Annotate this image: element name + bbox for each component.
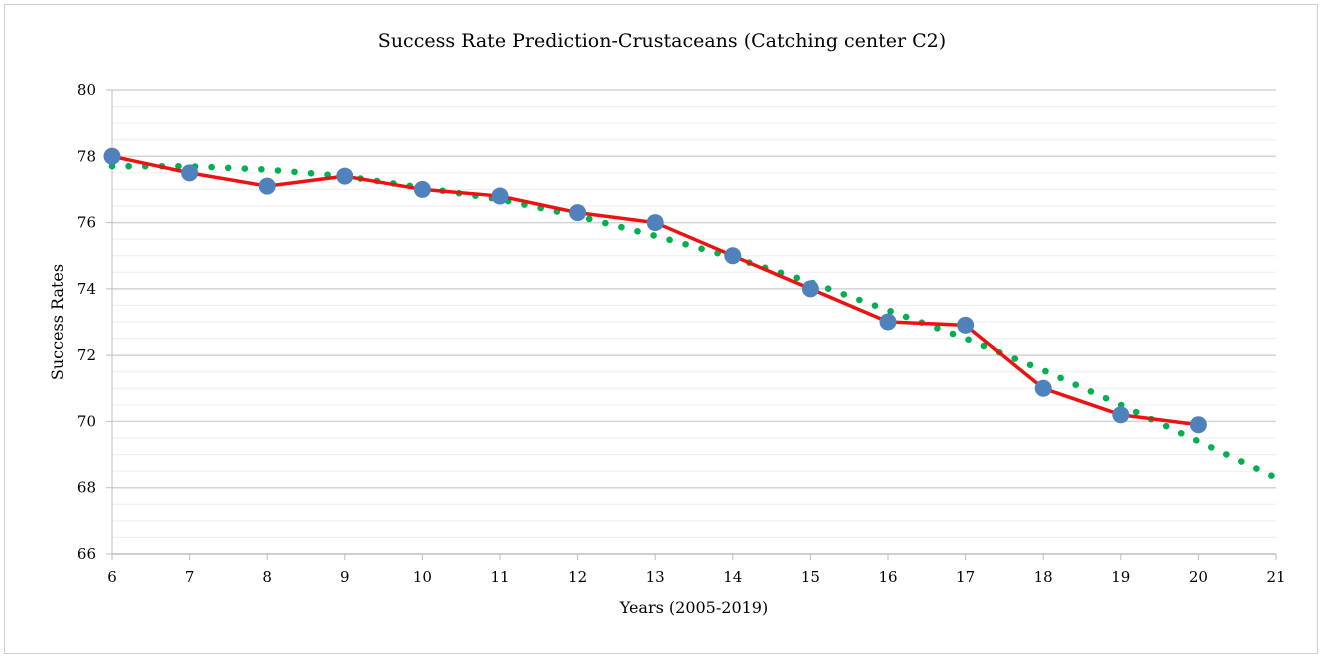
series-line [111, 154, 1199, 427]
x-tick-label: 11 [490, 568, 509, 586]
data-point-marker [413, 180, 431, 198]
chart-title: Success Rate Prediction-Crustaceans (Cat… [378, 30, 946, 52]
x-tick-label: 18 [1034, 568, 1053, 586]
data-point-marker [569, 204, 587, 222]
x-tick-label: 14 [723, 568, 742, 586]
x-tick-label: 6 [107, 568, 117, 586]
y-tick-label: 74 [77, 280, 96, 298]
x-tick-label: 10 [413, 568, 432, 586]
x-tick-label: 21 [1266, 568, 1285, 586]
x-tick-label: 7 [185, 568, 195, 586]
x-axis-title: Years (2005-2019) [619, 598, 768, 617]
x-tick-label: 12 [568, 568, 587, 586]
data-point-marker [258, 177, 276, 195]
y-axis-title: Success Rates [48, 264, 67, 380]
y-tick-label: 78 [77, 147, 96, 165]
data-point-marker [879, 313, 897, 331]
x-tick-label: 13 [646, 568, 665, 586]
series-layer [103, 147, 1207, 434]
data-point-marker [801, 280, 819, 298]
y-tick-label: 66 [77, 545, 96, 563]
y-tick-label: 72 [77, 346, 96, 364]
x-tick-label: 19 [1111, 568, 1130, 586]
x-tick-label: 15 [801, 568, 820, 586]
data-point-marker [1112, 406, 1130, 424]
data-point-marker [336, 167, 354, 185]
axis-layer [106, 89, 1277, 560]
data-point-marker [957, 316, 975, 334]
data-point-marker [181, 164, 199, 182]
data-point-marker [1189, 416, 1207, 434]
y-tick-label: 68 [77, 479, 96, 497]
x-tick-label: 16 [878, 568, 897, 586]
chart-frame [4, 4, 1318, 654]
x-tick-label: 20 [1189, 568, 1208, 586]
grid-layer [112, 89, 1276, 538]
x-tick-label: 8 [262, 568, 272, 586]
x-tick-label: 9 [340, 568, 350, 586]
data-point-marker [1034, 379, 1052, 397]
data-point-marker [724, 247, 742, 265]
y-tick-label: 80 [77, 81, 96, 99]
data-point-marker [491, 187, 509, 205]
x-tick-label: 17 [956, 568, 975, 586]
data-point-marker [103, 147, 121, 165]
y-tick-label: 76 [77, 214, 96, 232]
data-point-marker [646, 214, 664, 232]
y-tick-label: 70 [77, 412, 96, 430]
